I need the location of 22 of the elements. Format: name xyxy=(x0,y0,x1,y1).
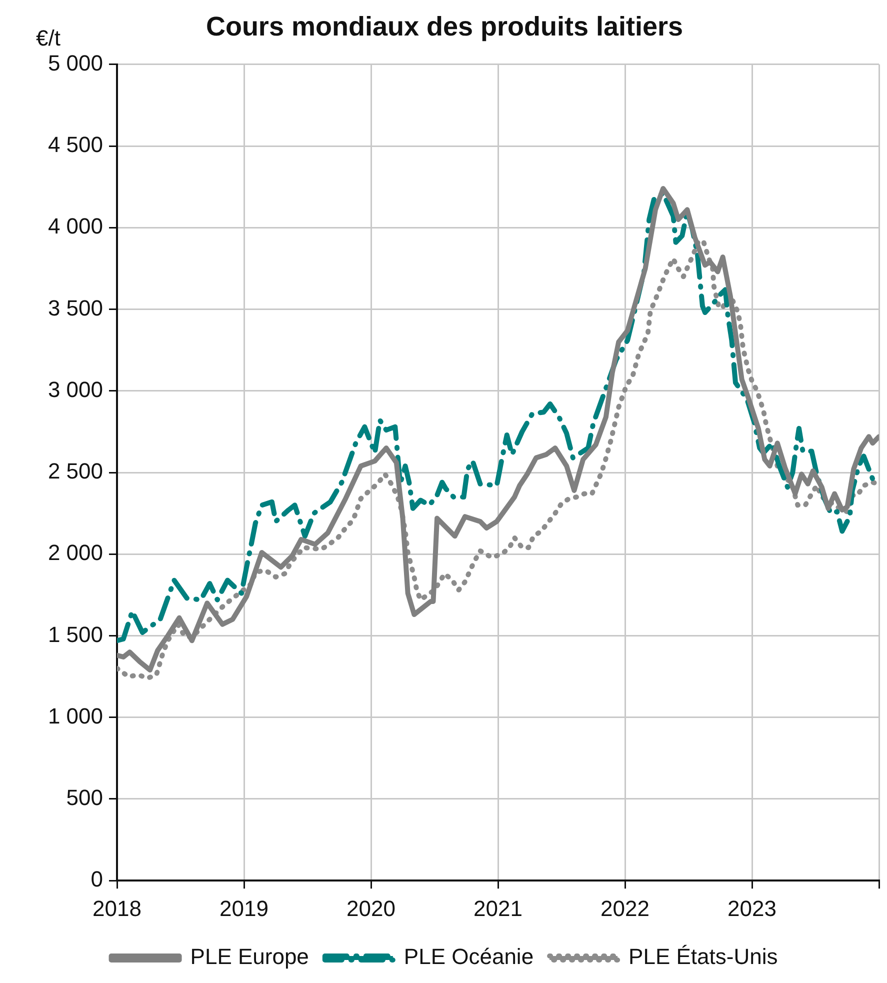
y-tick-label: 5 000 xyxy=(48,50,103,76)
y-tick-label: 3 000 xyxy=(48,376,103,402)
y-tick-label: 2 500 xyxy=(48,458,103,484)
x-tick-label: 2023 xyxy=(728,896,776,921)
x-tick-label: 2018 xyxy=(92,896,142,921)
y-tick-label: 0 xyxy=(90,866,103,892)
x-tick-label: 2019 xyxy=(220,896,268,921)
legend-label: PLE Europe xyxy=(190,944,309,970)
chart-title: Cours mondiaux des produits laitiers xyxy=(206,12,684,42)
y-tick-label: 4 000 xyxy=(48,214,103,239)
y-tick-label: 1 000 xyxy=(48,703,103,728)
y-axis-title: €/t xyxy=(36,25,60,50)
x-tick-label: 2021 xyxy=(474,896,522,921)
legend-label: PLE États-Unis xyxy=(628,944,778,970)
y-tick-label: 4 500 xyxy=(48,132,103,158)
y-tick-label: 500 xyxy=(66,785,103,810)
x-tick-label: 2022 xyxy=(600,896,650,921)
y-tick-label: 1 500 xyxy=(48,622,103,647)
y-tick-label: 2 000 xyxy=(48,540,103,566)
x-tick-label: 2020 xyxy=(346,896,396,921)
legend-label: PLE Océanie xyxy=(404,944,534,970)
y-tick-label: 3 500 xyxy=(48,295,103,320)
